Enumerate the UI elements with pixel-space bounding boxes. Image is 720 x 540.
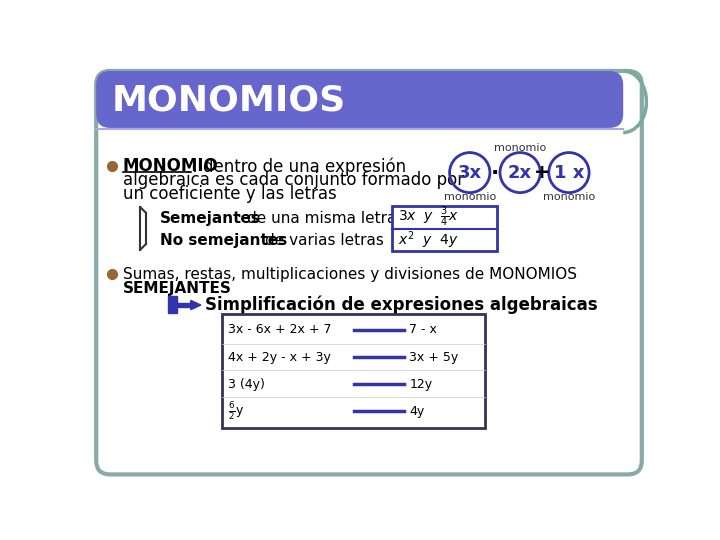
Text: 3x + 5y: 3x + 5y [409, 351, 459, 364]
Text: 4y: 4y [409, 405, 425, 418]
Bar [392, 206, 497, 251]
Text: 3x - 6x + 2x + 7: 3x - 6x + 2x + 7 [228, 323, 331, 336]
Text: : dentro de una expresión: : dentro de una expresión [192, 157, 406, 176]
Text: 3 (4y): 3 (4y) [228, 378, 265, 391]
Bar [222, 314, 485, 428]
Text: monomio: monomio [543, 192, 595, 202]
Text: $3x$  $y$  $\frac{3}{4}x$: $3x$ $y$ $\frac{3}{4}x$ [398, 205, 459, 229]
Text: 2x: 2x [508, 164, 532, 181]
Polygon shape [168, 296, 194, 313]
Polygon shape [191, 300, 201, 309]
Text: 7 - x: 7 - x [409, 323, 437, 336]
Text: 3x: 3x [458, 164, 482, 181]
Text: 1 x: 1 x [554, 164, 584, 181]
Text: 12y: 12y [409, 378, 433, 391]
Text: monomio: monomio [494, 143, 546, 153]
Text: 4x + 2y - x + 3y: 4x + 2y - x + 3y [228, 351, 330, 364]
Text: ·: · [490, 163, 499, 183]
FancyBboxPatch shape [96, 71, 624, 128]
Text: MONOMIO: MONOMIO [122, 158, 218, 176]
Text: No semejantes: No semejantes [160, 233, 287, 248]
FancyBboxPatch shape [96, 71, 642, 475]
Text: Sumas, restas, multiplicaciones y divisiones de MONOMIOS: Sumas, restas, multiplicaciones y divisi… [122, 267, 577, 282]
Text: $x^2$  $y$  $4y$: $x^2$ $y$ $4y$ [398, 230, 459, 251]
Text: algebraica es cada conjunto formado por: algebraica es cada conjunto formado por [122, 171, 464, 190]
Text: +: + [534, 163, 551, 182]
Text: : de una misma letra: : de una misma letra [238, 211, 397, 226]
Text: $\frac{6}{2}$y: $\frac{6}{2}$y [228, 400, 244, 422]
Text: : de varias letras: : de varias letras [255, 233, 384, 248]
Text: MONOMIOS: MONOMIOS [112, 84, 346, 118]
Text: monomio: monomio [444, 192, 496, 202]
Text: SEMEJANTES: SEMEJANTES [122, 281, 231, 295]
Text: Simplificación de expresiones algebraicas: Simplificación de expresiones algebraica… [204, 296, 598, 314]
Text: Semejantes: Semejantes [160, 211, 261, 226]
Text: un coeficiente y las letras: un coeficiente y las letras [122, 185, 336, 203]
